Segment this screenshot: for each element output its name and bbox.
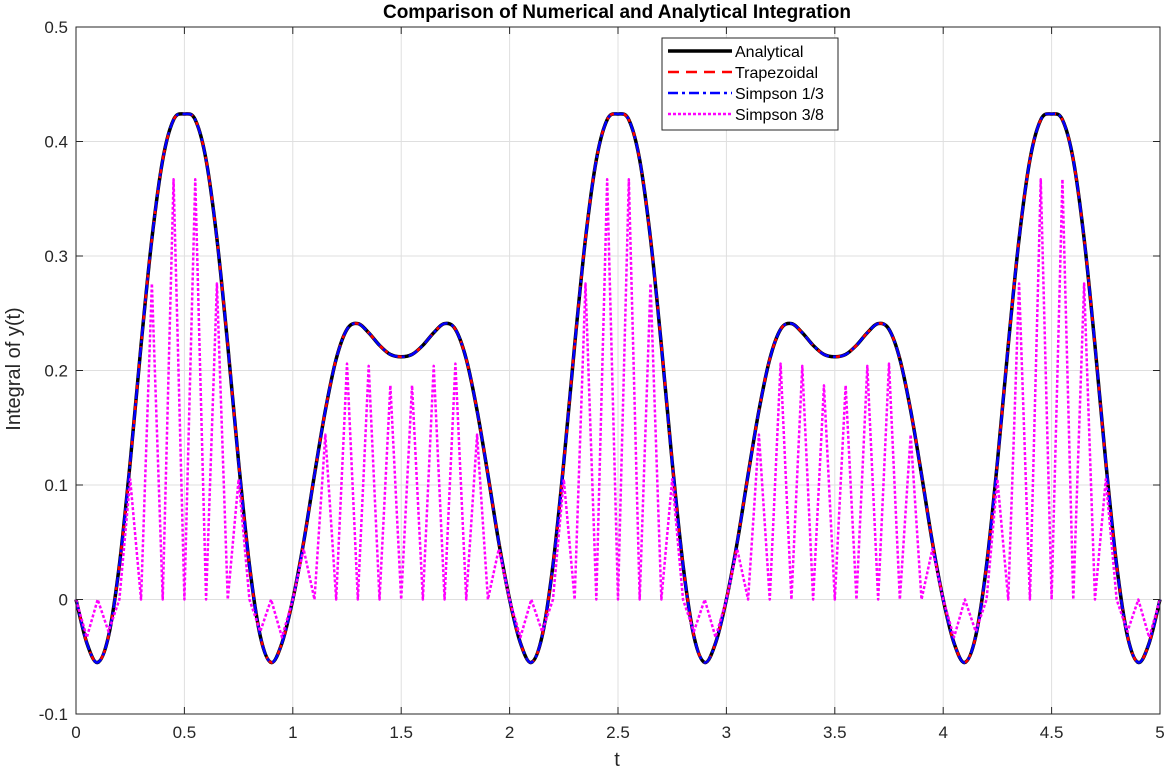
legend-label: Simpson 1/3 [735,86,824,103]
x-tick-label: 0.5 [173,723,197,742]
y-tick-label: 0.4 [44,133,68,152]
x-tick-label: 0 [71,723,80,742]
x-tick-label: 3 [722,723,731,742]
legend-label: Analytical [735,44,803,61]
legend-label: Simpson 3/8 [735,107,824,124]
x-tick-label: 2.5 [606,723,630,742]
x-tick-label: 3.5 [823,723,847,742]
y-tick-label: 0.2 [44,362,68,381]
series-line-simpson-3-8 [74,178,1162,639]
legend-box [661,37,839,131]
y-tick-label: -0.1 [39,705,68,724]
x-tick-label: 1 [288,723,297,742]
y-tick-label: 0 [59,591,68,610]
x-tick-label: 5 [1155,723,1164,742]
y-tick-label: 0.3 [44,247,68,266]
x-tick-label: 4.5 [1040,723,1064,742]
x-tick-label: 1.5 [389,723,413,742]
chart-title: Comparison of Numerical and Analytical I… [383,2,851,23]
plot-area: 0 0.5 1 1.5 2 2.5 3 3.5 4 4.5 5-0.100.10.20.30.40.… [39,18,1165,742]
series-line-simpson-1-3 [74,112,1162,664]
x-axis-label: t [614,749,620,770]
legend-label: Trapezoidal [735,65,818,82]
y-axis-label: Integral of y(t) [3,307,25,430]
y-tick-label: 0.5 [44,18,68,37]
x-tick-label: 4 [938,723,947,742]
x-tick-label: 2 [505,723,514,742]
y-tick-label: 0.1 [44,476,68,495]
legend: Analytical Trapezoidal Simpson 1/3 Simpson … [661,37,839,131]
